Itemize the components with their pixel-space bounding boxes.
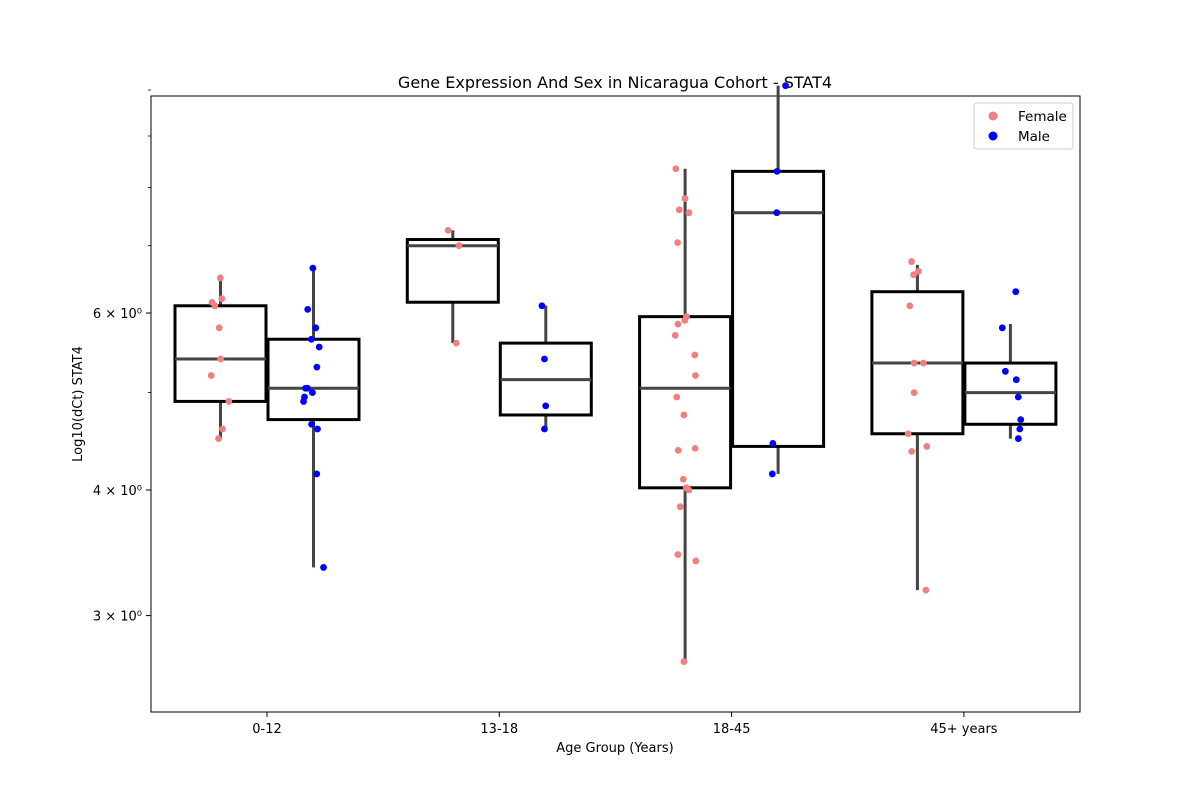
data-point xyxy=(679,475,687,483)
data-point xyxy=(691,351,699,359)
data-point xyxy=(309,264,317,272)
data-point xyxy=(773,167,781,175)
data-point xyxy=(685,486,693,494)
data-point xyxy=(207,372,215,379)
data-point xyxy=(541,355,548,363)
data-point xyxy=(691,444,699,452)
x-tick-label: 45+ years xyxy=(930,722,998,737)
data-point xyxy=(674,239,681,247)
data-point xyxy=(904,430,912,438)
data-point xyxy=(455,242,463,250)
legend-label: Female xyxy=(1018,109,1067,125)
data-point xyxy=(219,425,226,433)
data-point xyxy=(309,389,316,396)
plot-frame xyxy=(150,95,1081,713)
data-point xyxy=(680,658,688,665)
data-point xyxy=(452,339,460,347)
data-point xyxy=(675,206,683,214)
box xyxy=(266,337,361,422)
data-point xyxy=(1014,435,1022,442)
data-point xyxy=(915,267,922,275)
data-point xyxy=(673,393,681,401)
y-axis-label: Log10(dCt) STAT4 xyxy=(71,346,86,462)
data-point xyxy=(1016,425,1024,433)
legend-label: Male xyxy=(1018,129,1050,145)
data-point xyxy=(672,165,680,173)
x-tick-label: 18-45 xyxy=(713,722,751,737)
legend-box xyxy=(973,102,1074,150)
x-tick-label: 0-12 xyxy=(252,722,282,737)
legend-marker xyxy=(988,111,998,121)
data-point xyxy=(923,443,931,450)
data-point xyxy=(314,425,321,433)
data-point xyxy=(998,324,1006,332)
y-tick-label: 3 × 10⁰ xyxy=(93,610,142,625)
data-point xyxy=(225,398,233,405)
data-point xyxy=(542,402,550,410)
data-point xyxy=(908,258,915,265)
data-point xyxy=(681,316,689,324)
data-point xyxy=(307,335,315,343)
data-point xyxy=(313,470,321,478)
data-point xyxy=(782,82,789,90)
data-point xyxy=(674,551,682,558)
data-point xyxy=(218,295,226,303)
data-point xyxy=(768,470,776,478)
data-point xyxy=(681,195,689,202)
data-point xyxy=(1001,367,1009,375)
chart-title: Gene Expression And Sex in Nicaragua Coh… xyxy=(398,73,832,92)
box xyxy=(638,315,733,490)
data-point xyxy=(692,557,700,565)
y-tick-label: 6 × 10⁰ xyxy=(93,307,142,322)
legend: Female Male xyxy=(973,102,1074,150)
data-point xyxy=(680,411,688,419)
legend-marker xyxy=(988,131,998,141)
data-point xyxy=(217,355,225,363)
data-point xyxy=(910,359,918,367)
x-tick-label: 13-18 xyxy=(480,722,518,737)
data-point xyxy=(1012,288,1020,296)
box xyxy=(405,238,500,304)
plot-area: 3 × 10⁰ 4 × 10⁰ 6 × 10⁰ 0-12 13-18 18-45 45+ y… xyxy=(93,82,1081,737)
data-point xyxy=(215,324,223,332)
data-point xyxy=(910,271,918,279)
data-point xyxy=(692,372,699,379)
data-point xyxy=(308,420,315,428)
data-point xyxy=(211,302,219,310)
data-point xyxy=(541,425,548,433)
data-point xyxy=(674,446,682,454)
data-point xyxy=(538,302,546,310)
data-point xyxy=(676,503,684,511)
data-point xyxy=(685,209,693,217)
data-point xyxy=(773,209,781,217)
data-point xyxy=(312,324,320,332)
data-point xyxy=(674,320,682,328)
data-point xyxy=(920,359,927,367)
data-point xyxy=(1012,376,1020,384)
data-point xyxy=(216,274,224,282)
data-point xyxy=(671,331,679,339)
data-point xyxy=(315,343,323,351)
data-point xyxy=(769,440,777,447)
data-point xyxy=(300,398,307,405)
data-point xyxy=(313,363,321,371)
y-tick-label: 4 × 10⁰ xyxy=(93,484,142,499)
box xyxy=(173,304,268,403)
data-point xyxy=(910,389,918,396)
data-point xyxy=(922,586,930,594)
data-point xyxy=(444,226,452,234)
data-point xyxy=(304,305,312,313)
data-point xyxy=(1014,393,1022,401)
data-point xyxy=(215,435,222,442)
data-point xyxy=(320,564,327,571)
data-point xyxy=(906,302,914,310)
data-point xyxy=(304,384,311,392)
x-axis-label: Age Group (Years) xyxy=(556,741,673,756)
data-point xyxy=(1017,416,1025,424)
data-point xyxy=(908,447,916,455)
